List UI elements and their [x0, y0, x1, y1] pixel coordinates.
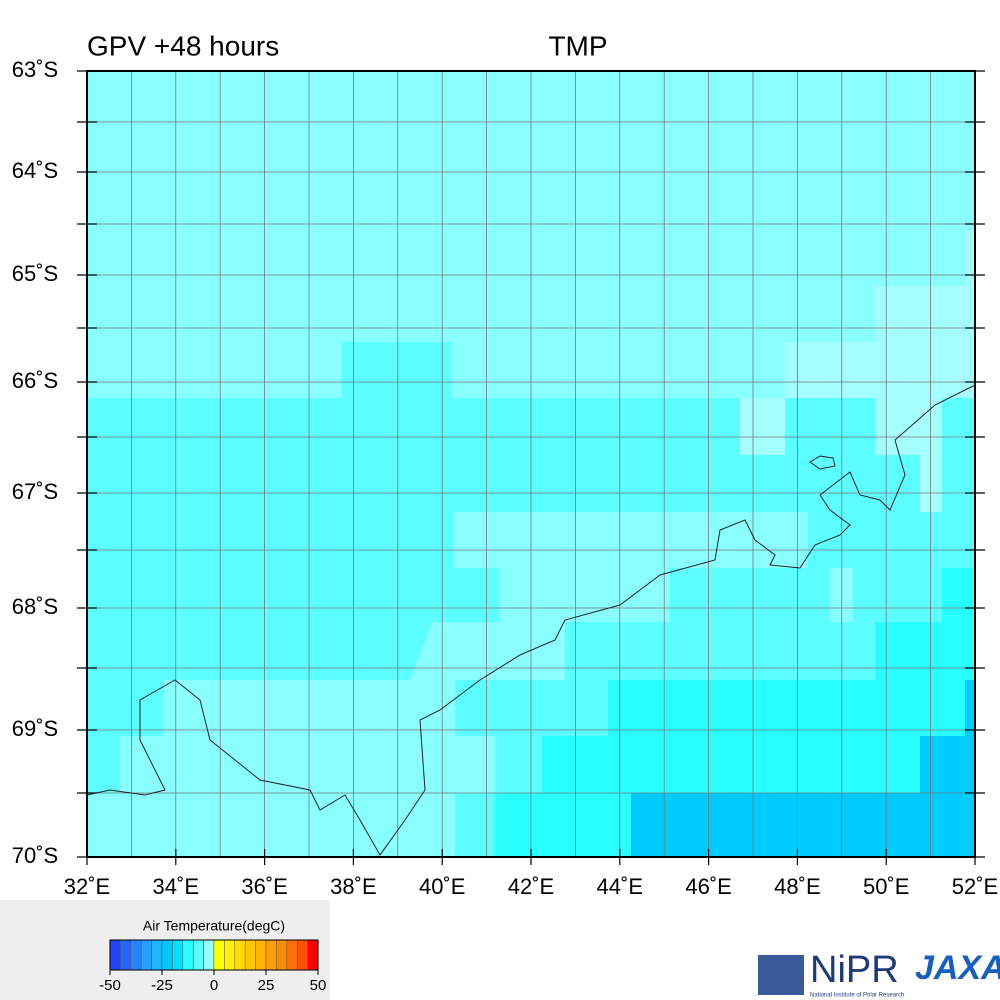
colorbar-segment [120, 939, 132, 971]
colorbar-segment [265, 939, 277, 971]
lat-label: 67˚S [12, 479, 58, 504]
axis-labels: 63˚S 64˚S 65˚S 66˚S 67˚S 68˚S 69˚S 70˚S32˚E 34˚E… [12, 57, 998, 899]
colorbar-segment [203, 939, 215, 971]
colorbar-segment [276, 939, 288, 971]
cell [87, 512, 853, 857]
island [809, 455, 836, 470]
lat-label: 63˚S [12, 57, 58, 82]
cell [631, 680, 975, 857]
colorbar-tick-label: -50 [99, 977, 121, 994]
lat-label: 69˚S [12, 716, 58, 741]
colorbar-tick-label: 50 [310, 977, 327, 994]
colorbar-segment [172, 939, 184, 971]
lat-label: 70˚S [12, 843, 58, 868]
colorbar-tick-label: 25 [258, 977, 275, 994]
lon-label: 32˚E [64, 874, 110, 899]
colorbar-tick-label: -25 [151, 977, 173, 994]
cell [830, 398, 875, 455]
colorbar-segment [161, 939, 173, 971]
title-right: TMP [548, 30, 607, 61]
lon-label: 48˚E [774, 874, 820, 899]
lon-label: 42˚E [508, 874, 554, 899]
legend-title: Air Temperature(degC) [143, 918, 285, 934]
lat-label: 68˚S [12, 594, 58, 619]
colorbar-segment [255, 939, 267, 971]
lon-label: 34˚E [153, 874, 199, 899]
colorbar-segment [296, 939, 308, 971]
cell [495, 568, 975, 857]
colorbar-segment [192, 939, 204, 971]
lon-label: 44˚E [597, 874, 643, 899]
title-left: GPV +48 hours [87, 30, 279, 61]
colorbar-segment [307, 939, 319, 971]
lon-label: 40˚E [419, 874, 465, 899]
colorbar-tick-label: 0 [210, 977, 218, 994]
lon-label: 52˚E [952, 874, 998, 899]
map-frame [86, 70, 976, 858]
lon-label: 50˚E [863, 874, 909, 899]
colorbar-segment [151, 939, 163, 971]
lon-label: 46˚E [685, 874, 731, 899]
jaxa-logo: JAXA [915, 949, 1000, 987]
nipr-logo: NiPR [810, 949, 899, 991]
lat-label: 66˚S [12, 368, 58, 393]
cell [740, 230, 975, 512]
lon-label: 36˚E [241, 874, 287, 899]
grid [77, 70, 985, 865]
lat-label: 65˚S [12, 261, 58, 286]
cell [342, 342, 452, 398]
colorbar-segment [286, 939, 298, 971]
colorbar-segment [109, 939, 121, 971]
colorbar-segment [234, 939, 246, 971]
colorbar-segment [244, 939, 256, 971]
lat-label: 64˚S [12, 158, 58, 183]
colorbar-segment [213, 939, 225, 971]
colorbar-segment [182, 939, 194, 971]
nipr-icon [758, 955, 804, 995]
lon-label: 38˚E [330, 874, 376, 899]
colorbar-segment [140, 939, 152, 971]
colorbar-segment [224, 939, 236, 971]
colorbar: -50 -25 0 25 50 [99, 939, 327, 994]
nipr-sub: National Institute of Polar Research [810, 993, 904, 999]
colorbar-segment [130, 939, 142, 971]
coastline [86, 384, 976, 856]
